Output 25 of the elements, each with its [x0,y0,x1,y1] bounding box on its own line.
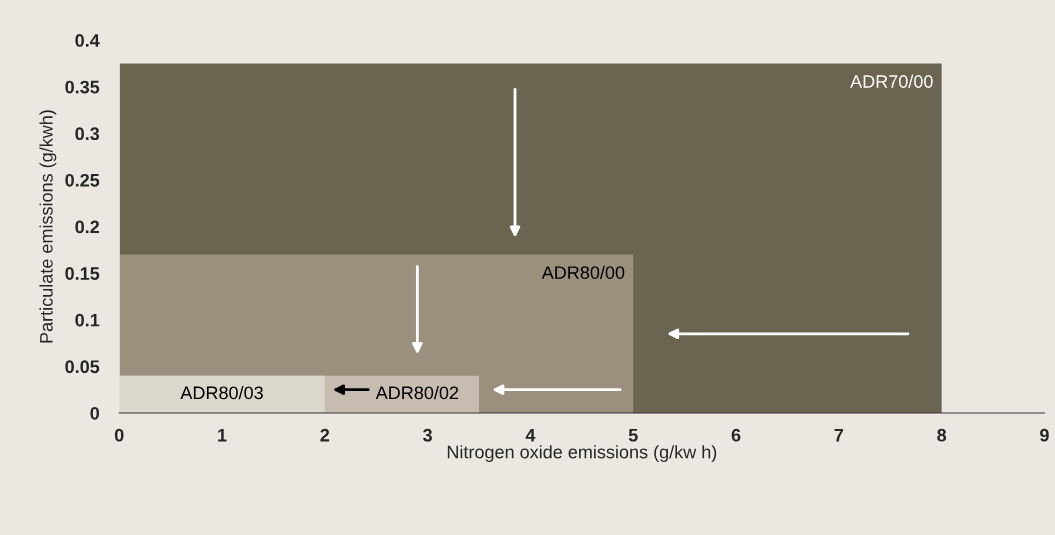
x-tick-label: 7 [834,428,844,442]
y-tick-label: 0.1 [75,313,100,327]
y-axis-title: Particulate emissions (g/kwh) [39,110,57,343]
x-tick-label: 8 [937,428,947,442]
x-tick-label: 2 [320,428,330,442]
y-tick-label: 0.05 [65,360,100,374]
x-tick-label: 4 [525,428,536,442]
x-tick-label: 6 [731,428,741,442]
y-tick-label: 0.4 [75,34,100,47]
series-label: ADR80/00 [541,265,625,279]
x-tick-label: 1 [218,428,227,442]
y-tick-label: 0.35 [65,80,100,94]
series-label: ADR80/02 [375,385,459,400]
y-tick-label: 0.25 [65,173,100,187]
x-tick-label: 9 [1040,428,1049,442]
x-tick-label: 5 [628,428,638,442]
x-axis-title: Nitrogen oxide emissions (g/kw h) [447,445,717,462]
y-tick-label: 0.2 [75,220,100,234]
y-tick-label: 0 [90,406,100,420]
series-label: ADR70/00 [850,74,933,88]
x-tick-label: 0 [114,428,124,442]
y-tick-label: 0.3 [75,127,100,141]
x-tick-label: 3 [423,428,432,442]
y-tick-label: 0.15 [65,267,100,280]
series-label: ADR80/03 [180,385,263,400]
